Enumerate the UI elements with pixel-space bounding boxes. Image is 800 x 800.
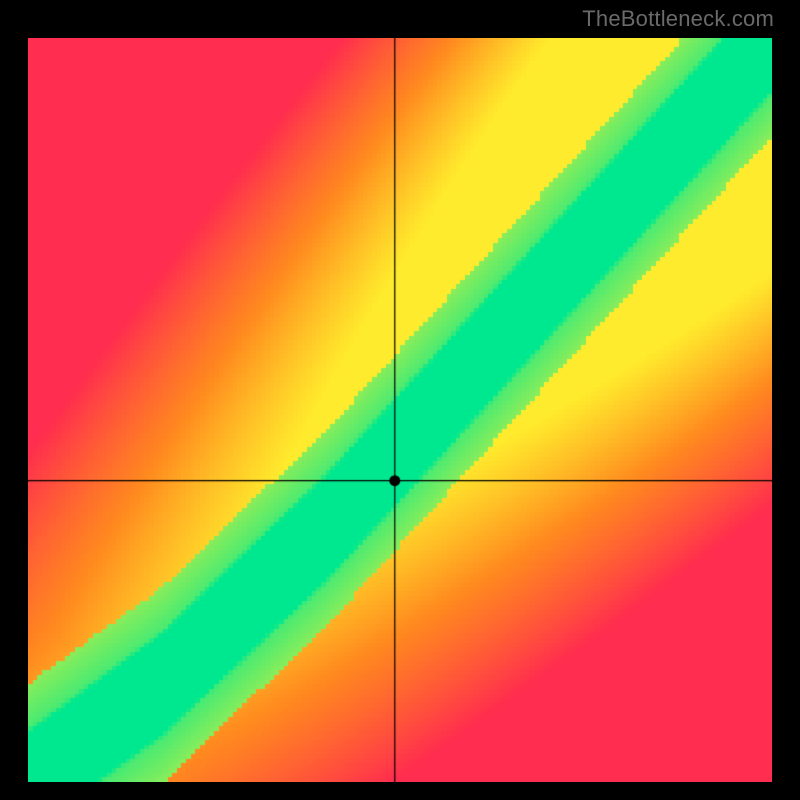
- watermark-text: TheBottleneck.com: [582, 6, 774, 32]
- bottleneck-heatmap: [28, 38, 772, 782]
